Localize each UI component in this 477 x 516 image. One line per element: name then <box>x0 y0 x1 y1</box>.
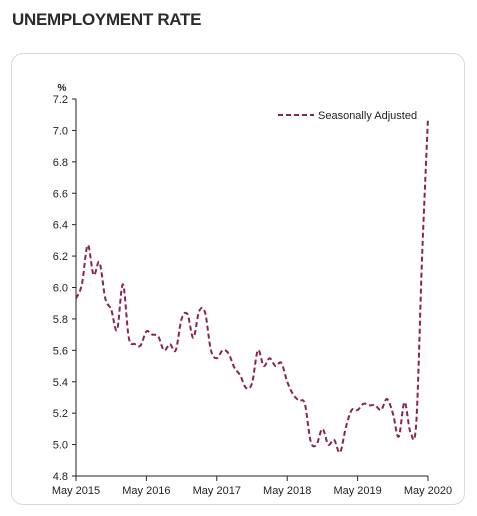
x-tick-label: May 2016 <box>122 485 170 497</box>
y-tick-label: 6.8 <box>53 157 68 169</box>
y-tick-label: 6.6 <box>53 188 68 200</box>
page-title: UNEMPLOYMENT RATE <box>12 10 202 29</box>
y-tick-label: 7.0 <box>53 125 68 137</box>
y-tick-label: 5.4 <box>53 377 68 389</box>
x-tick-label: May 2019 <box>333 485 381 497</box>
series-line-group <box>75 117 429 454</box>
y-tick-label: 5.0 <box>53 440 68 452</box>
y-tick-label: 5.6 <box>53 345 68 357</box>
y-tick-label: 5.2 <box>53 408 68 420</box>
legend-label: Seasonally Adjusted <box>318 110 417 122</box>
y-axis-label: % <box>58 83 67 94</box>
y-tick-label: 6.2 <box>53 251 68 263</box>
y-tick-label: 6.0 <box>53 283 68 295</box>
unemployment-chart: 7.2 7.0 6.8 6.6 6.4 6.2 6.0 5.8 5.6 5.4 5.2 5.0 4.8%… <box>52 83 452 497</box>
series-line-0 <box>75 117 429 454</box>
x-tick-label: May 2018 <box>263 485 311 497</box>
y-tick-label: 6.4 <box>53 220 68 232</box>
x-tick-label: May 2015 <box>52 485 100 497</box>
y-tick-label: 4.8 <box>53 471 68 483</box>
x-tick-label: May 2020 <box>404 485 452 497</box>
y-tick-label: 7.2 <box>53 94 68 106</box>
chart-card: 7.2 7.0 6.8 6.6 6.4 6.2 6.0 5.8 5.6 5.4 5.2 5.0 4.8%… <box>11 53 465 505</box>
x-tick-label: May 2017 <box>193 485 241 497</box>
legend: Seasonally Adjusted <box>278 110 417 122</box>
y-tick-label: 5.8 <box>53 314 68 326</box>
axes: 7.2 7.0 6.8 6.6 6.4 6.2 6.0 5.8 5.6 5.4 5.2 5.0 4.8%… <box>52 83 452 497</box>
